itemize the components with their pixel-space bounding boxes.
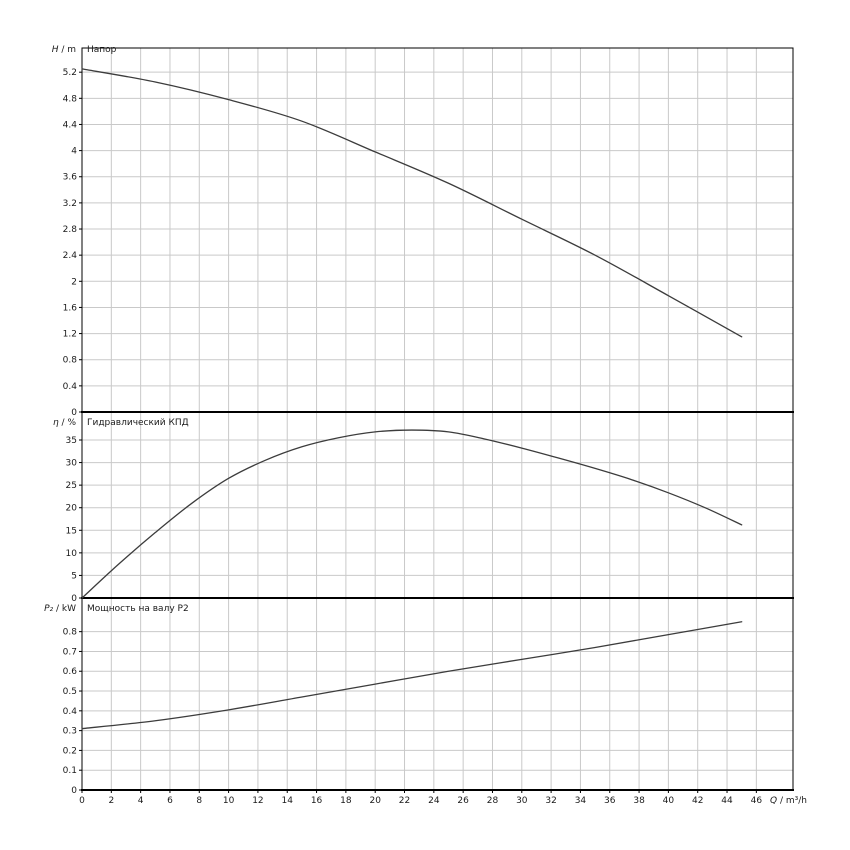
y-tick-label: 3.6 [63,173,78,183]
x-tick-label: 26 [457,796,469,806]
y-tick-label: 4 [71,147,77,157]
power-curve [81,621,743,730]
head-curve [81,68,743,338]
x-tick-label: 34 [575,796,587,806]
x-tick-label: 4 [138,796,144,806]
axis-labels: 0 2 4 6 8 10 12 14 16 18 20 22 24 26 28 30 32 34 36 38 40 42 4… [44,45,807,806]
y-tick-label: 2.8 [63,225,78,235]
y-tick-label: 35 [66,436,77,446]
y-tick-label: 2.4 [63,251,78,261]
y-tick-label: 4.4 [63,120,78,130]
y-tick-label: 20 [66,504,78,514]
x-tick-label: 30 [516,796,528,806]
y-tick-label: 5 [71,571,77,581]
x-tick-label: 8 [196,796,202,806]
x-tick-label: 14 [282,796,294,806]
y-tick-label: 25 [66,481,77,491]
y-tick-label: 0 [71,408,77,418]
y-tick-label: 0.8 [63,628,78,638]
x-tick-label: 0 [79,796,85,806]
panel-title-head: Напор [87,45,117,55]
y-tick-label: 5.2 [63,68,77,78]
y-axis-title-efficiency: η / % [53,418,76,428]
y-tick-label: 0 [71,594,77,604]
x-tick-label: 18 [340,796,352,806]
y-tick-label: 0.3 [63,727,77,737]
y-tick-label: 0.4 [63,707,78,717]
panel-separators [81,411,794,791]
x-tick-label: 38 [633,796,645,806]
x-tick-label: 12 [252,796,263,806]
x-tick-label: 42 [692,796,703,806]
x-tick-label: 46 [751,796,763,806]
x-tick-label: 36 [604,796,616,806]
y-axis-title-power: P₂ / kW [44,604,76,614]
y-tick-label: 1.2 [63,330,77,340]
y-tick-label: 0.2 [63,746,77,756]
panel-title-efficiency: Гидравлический КПД [87,418,189,428]
y-tick-label: 15 [66,526,77,536]
x-tick-label: 6 [167,796,173,806]
x-tick-label: 10 [223,796,235,806]
y-tick-label: 0.1 [63,766,77,776]
y-tick-label: 0 [71,786,77,796]
x-tick-label: 2 [108,796,114,806]
y-tick-label: 10 [66,549,78,559]
y-tick-label: 0.4 [63,382,78,392]
x-axis-title: Q / m³/h [770,796,807,806]
y-tick-label: 3.2 [63,199,77,209]
x-tick-label: 20 [369,796,381,806]
efficiency-curve [81,429,743,599]
y-tick-label: 30 [66,459,78,469]
y-tick-label: 2 [71,277,77,287]
y-tick-label: 4.8 [63,94,78,104]
y-tick-label: 0.6 [63,667,78,677]
panel-title-power: Мощность на валу P2 [87,604,189,614]
y-tick-label: 1.6 [63,303,78,313]
x-tick-label: 32 [545,796,556,806]
grid-lines [82,48,793,790]
y-axis-title-head: H / m [52,45,76,55]
x-tick-label: 40 [663,796,675,806]
x-tick-label: 24 [428,796,440,806]
y-tick-label: 0.5 [63,687,77,697]
x-tick-label: 22 [399,796,410,806]
y-tick-label: 0.8 [63,356,78,366]
x-tick-label: 16 [311,796,323,806]
tick-marks [79,71,757,793]
y-tick-label: 0.7 [63,647,77,657]
x-tick-label: 28 [487,796,499,806]
x-tick-label: 44 [721,796,733,806]
